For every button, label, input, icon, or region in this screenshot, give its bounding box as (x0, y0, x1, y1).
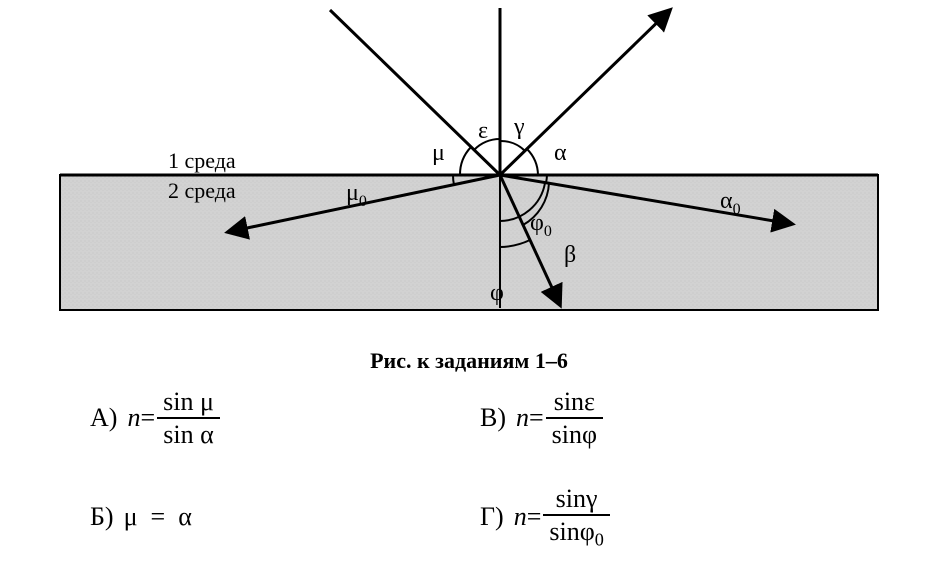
option-b-letter: Б) (90, 502, 114, 532)
label-eps: ε (478, 118, 488, 144)
option-b: Б) μ = α (90, 502, 480, 532)
label-gam: γ (513, 114, 525, 140)
label-mu: μ (432, 140, 445, 166)
equation: μ = α (124, 502, 192, 532)
answer-options: А) n = sin μ sin α В) n = sinε sinφ (90, 388, 870, 549)
label-medium-1: 1 среда (168, 148, 236, 173)
label-phi: φ (490, 280, 504, 306)
figure-caption: Рис. к заданиям 1–6 (0, 348, 938, 374)
refraction-diagram: 1 среда 2 среда μ ε γ α μ0 α0 φ0 β φ (0, 0, 938, 340)
fraction: sin μ sin α (157, 388, 220, 449)
fraction: sinε sinφ (546, 388, 603, 449)
var-n: n (514, 502, 527, 532)
arc-alp (527, 149, 538, 175)
option-g: Г) n = sinγ sinφ0 (480, 485, 870, 550)
label-alp: α (554, 140, 567, 166)
fraction: sinγ sinφ0 (543, 485, 609, 550)
option-g-letter: Г) (480, 502, 504, 532)
option-a: А) n = sin μ sin α (90, 388, 480, 449)
var-n: n (516, 403, 529, 433)
option-a-letter: А) (90, 403, 117, 433)
arc-a0 (546, 175, 547, 183)
option-v: В) n = sinε sinφ (480, 388, 870, 449)
arc-gam (500, 141, 525, 151)
arc-mu0 (453, 175, 454, 185)
label-medium-2: 2 среда (168, 178, 236, 203)
arc-mu (460, 147, 471, 175)
var-n: n (127, 403, 140, 433)
option-v-letter: В) (480, 403, 506, 433)
label-beta: β (564, 242, 576, 268)
